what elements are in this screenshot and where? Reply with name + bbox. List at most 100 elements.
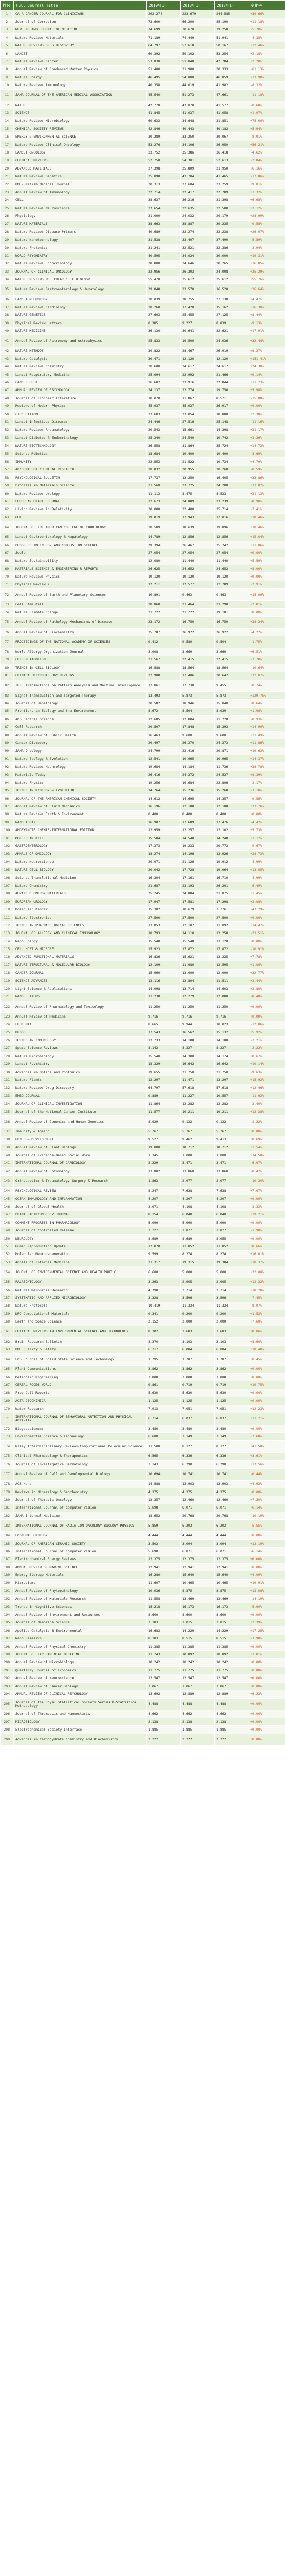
if-2018-cell: 8.400	[180, 810, 215, 819]
if-2017-cell: 2.077	[214, 1175, 248, 1188]
table-row: 118 CANCER JOURNAL 15.960 13.000 12.000 +22.7…	[0, 969, 285, 977]
rank-cell: 28	[0, 228, 14, 236]
if-2018-cell: 6.071	[180, 1504, 215, 1513]
if-2017-cell: 16.520	[214, 283, 248, 296]
if-2019-cell: 22.988	[146, 672, 181, 680]
if-2018-cell: 41.037	[180, 109, 215, 117]
journal-title-cell: NATURE CELL BIOLOGY	[13, 866, 147, 874]
rank-cell: 64	[0, 521, 14, 534]
if-2018-cell: 19.233	[180, 842, 215, 851]
if-2018-cell: 4.444	[180, 1531, 215, 1540]
if-2019-cell: 8.142	[146, 1044, 181, 1053]
if-2018-cell: 19.500	[180, 335, 215, 347]
table-row: 167 CEREAL FOODS WORLD 0.861 0.719 0.719 +19.…	[0, 1381, 285, 1389]
table-row: 73 Cell Stem Cell 20.860 21.464 23.290 -2.81%	[0, 600, 285, 609]
rank-cell: 149	[0, 1227, 14, 1235]
journal-title-cell: ANNUAL REVIEW OF CLINICAL PSYCHOLOGY	[13, 1690, 147, 1699]
rank-cell: 86	[0, 715, 14, 724]
change-rate-cell: +26.64%	[248, 283, 285, 296]
table-row: 112 TRENDS IN PHARMACOLOGICAL SCIENCES 13.…	[0, 921, 285, 930]
journal-title-cell: Nature Energy	[13, 73, 147, 82]
rank-cell: 4	[0, 33, 14, 42]
rank-cell: 45	[0, 370, 14, 379]
if-2019-cell: 8.400	[146, 810, 181, 819]
journal-title-cell: Living Reviews in Relativity	[13, 505, 147, 514]
if-2019-cell: 55.470	[146, 276, 181, 284]
if-2019-cell: 2.222	[146, 1734, 181, 1746]
journal-title-cell: LANCET ONCOLOGY	[13, 148, 147, 157]
if-2019-cell: 7.183	[146, 1619, 181, 1628]
if-2017-cell: 20.265	[214, 260, 248, 268]
change-rate-cell: -0.68%	[248, 101, 285, 110]
journal-title-cell: Journal of Corrosion	[13, 18, 147, 26]
if-2017-cell: 16.173	[214, 1603, 248, 1612]
table-row: 182 JAMA Internal Medicine 18.652 20.768 20.…	[0, 1512, 285, 1520]
if-2019-cell: 53.030	[146, 57, 181, 66]
rank-cell: 42	[0, 347, 14, 355]
table-row: 141 INTERNATIONAL JOURNAL OF CARDIOLOGY 3.…	[0, 1159, 285, 1168]
journal-title-cell: JOURNAL OF ENVIRONMENTAL SCIENCE AND HEA…	[13, 1266, 147, 1279]
if-2017-cell: 8.533	[214, 489, 248, 498]
journal-title-cell: Microbiome	[13, 1579, 147, 1588]
if-2018-cell: 18.946	[180, 699, 215, 708]
if-2018-cell: 15.548	[180, 937, 215, 946]
rank-cell: 207	[0, 1718, 14, 1726]
change-rate-cell: +5.94%	[248, 125, 285, 133]
rank-cell: 116	[0, 953, 14, 962]
table-row: 31 WORLD PSYCHIATRY 40.595 34.024 30.000 +19.…	[0, 251, 285, 260]
rank-cell: 128	[0, 1052, 14, 1061]
rank-cell: 174	[0, 1440, 14, 1453]
if-2019-cell: 13.116	[146, 977, 181, 986]
if-2017-cell: 5.000	[214, 1266, 248, 1279]
if-2017-cell: 12.102	[214, 826, 248, 835]
if-2019-cell: 51.400	[146, 65, 181, 74]
if-2018-cell: 43.070	[180, 101, 215, 110]
if-2017-cell: 24.537	[214, 771, 248, 779]
if-2019-cell: 15.584	[146, 834, 181, 843]
table-row: 5 NATURE REVIEWS DRUG DISCOVERY 64.797 57.6…	[0, 42, 285, 50]
journal-title-cell: PSYCHOLOGICAL BULLETIN	[13, 473, 147, 482]
if-2018-cell: 10.465	[180, 1579, 215, 1588]
if-2019-cell: 12.878	[146, 1242, 181, 1251]
if-2018-cell: 10.211	[180, 1108, 215, 1116]
change-rate-cell: -2.91%	[248, 581, 285, 589]
table-row: 27 NATURE MATERIALS 38.663 38.887 39.235 -0.5…	[0, 220, 285, 229]
if-2018-cell: 12.282	[180, 1099, 215, 1108]
if-2017-cell: 32.500	[214, 204, 248, 213]
journal-title-cell: CEREAL FOODS WORLD	[13, 1381, 147, 1389]
journal-title-cell: Light-Science & Applications	[13, 985, 147, 993]
if-2017-cell: 36.418	[214, 148, 248, 157]
if-2019-cell: 9.527	[146, 1136, 181, 1144]
if-2017-cell: 19.064	[214, 866, 248, 874]
if-2018-cell: 8.504	[180, 707, 215, 716]
if-2017-cell: 20.333	[214, 65, 248, 74]
table-row: 169 ACTA GEOCHIMICA 1.125 1.125 1.125 +0.00%	[0, 1397, 285, 1405]
table-row: 198 Annual Review of Physical Chemistry 11…	[0, 1642, 285, 1651]
if-2017-cell: 8.327	[214, 1044, 248, 1053]
if-2017-cell: 17.016	[214, 513, 248, 522]
if-2018-cell: 15.236	[180, 787, 215, 795]
if-2017-cell: 4.488	[214, 1698, 248, 1710]
if-2019-cell: 18.274	[146, 850, 181, 859]
table-row: 110 Molecular Cancer 15.302 10.679 7.776 +43.…	[0, 905, 285, 914]
change-rate-cell: +0.00%	[248, 1397, 285, 1405]
if-2018-cell: 24.617	[180, 363, 215, 371]
if-2019-cell: 27.054	[146, 549, 181, 557]
rank-cell: 82	[0, 680, 14, 692]
change-rate-cell: -3.69%	[248, 450, 285, 459]
journal-title-cell: Journal of the National Cancer Institute	[13, 1108, 147, 1116]
change-rate-cell: -2.17%	[248, 778, 285, 787]
journal-title-cell: Annual Review of Pathology-Mechanisms of…	[13, 616, 147, 629]
table-row: 201 Quarterly Journal of Economics 11.775 1…	[0, 1666, 285, 1675]
if-2019-cell: 9.889	[146, 1092, 181, 1100]
if-2017-cell: 20.871	[214, 747, 248, 756]
if-2019-cell: 21.722	[146, 608, 181, 617]
if-2018-cell: 22.415	[180, 656, 215, 665]
if-2018-cell: 27.500	[180, 913, 215, 922]
if-2018-cell: 12.856	[180, 533, 215, 541]
if-2018-cell: 19.400	[180, 450, 215, 459]
change-rate-cell: -2.22%	[248, 1044, 285, 1053]
if-2019-cell: 17.373	[146, 842, 181, 851]
if-2017-cell: 24.036	[214, 335, 248, 347]
if-2019-cell: 25.094	[146, 370, 181, 379]
